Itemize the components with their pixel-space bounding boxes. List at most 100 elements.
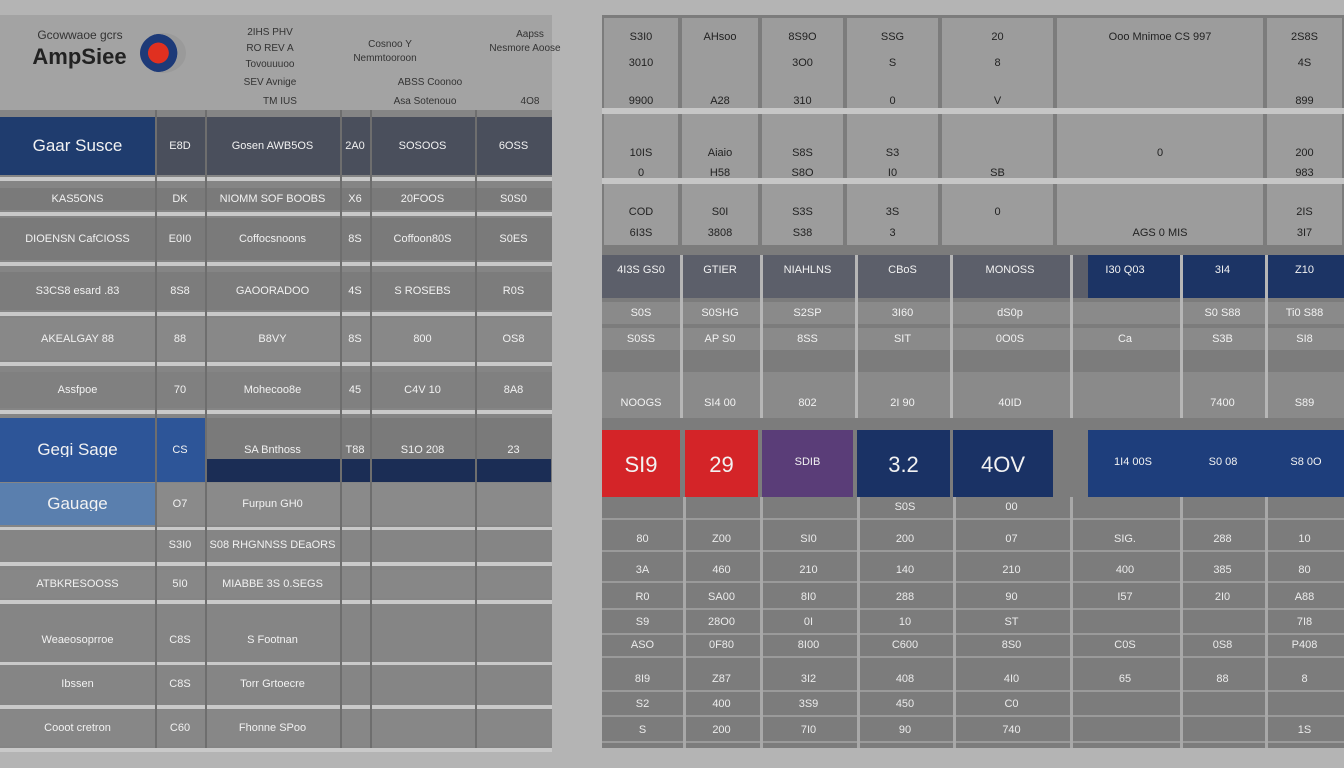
top-text: 3S (885, 206, 900, 218)
cell: Weaeosoprroe (41, 634, 114, 646)
logo: AmpSiee (32, 44, 127, 69)
header-text: Tovouuuoo (245, 59, 295, 70)
cell: 6OSS (498, 140, 529, 152)
cell: S Footnan (247, 634, 298, 646)
cell: Furpun GH0 (242, 498, 303, 510)
kpi-value: S0 08 (1208, 456, 1238, 468)
row-highlight (0, 418, 205, 482)
grid-cell: 90 (898, 724, 912, 736)
mid-cell: S0 S88 (1204, 307, 1241, 319)
grid-cell: C600 (891, 639, 919, 651)
mid-row-bg (602, 372, 1344, 418)
cell: GAOORADOO (235, 285, 310, 297)
cell: Assfpoe (57, 384, 98, 396)
row-bg (0, 530, 552, 560)
mid-cell: 2I 90 (890, 397, 915, 409)
row-divider (0, 312, 552, 316)
top-cell (942, 18, 1053, 245)
header-text: Aapss (516, 29, 544, 40)
grid-cell: S0S (894, 501, 916, 513)
mid-header: I30 Q03 (1105, 264, 1145, 276)
cell: S3I0 (168, 539, 192, 551)
top-text: 899 (1295, 95, 1314, 107)
cell: Coffocsnoons (238, 233, 307, 245)
grid-cell: 140 (895, 564, 915, 576)
mid-cell: AP S0 (704, 333, 736, 345)
mid-cell: SI4 00 (704, 397, 736, 409)
mid-header-accent (1088, 255, 1344, 298)
grid-cell: S9 (635, 616, 650, 628)
grid-cell: 200 (895, 533, 915, 545)
mid-cell: S2SP (793, 307, 822, 319)
grid-cell: 3A (635, 564, 650, 576)
kpi-value: S8 0O (1290, 456, 1322, 468)
cell: S0ES (499, 233, 528, 245)
mid-header: GTIER (703, 264, 737, 276)
row-bg (0, 272, 552, 310)
grid-cell: 450 (895, 698, 915, 710)
mid-row-bg (602, 302, 1344, 324)
mid-header: CBoS (888, 264, 917, 276)
grid-cell: SI0 (800, 533, 817, 545)
header-text: 2IHS PHV (247, 27, 293, 38)
top-cell (1267, 18, 1342, 245)
col-divider (370, 110, 372, 748)
kpi-value: 3.2 (888, 455, 919, 475)
grid-cell: SIG. (1113, 533, 1136, 545)
grid-cell: 385 (1213, 564, 1232, 576)
grid-cell: C0S (1114, 639, 1136, 651)
cell: S08 RHGNNSS DEaORS (209, 539, 336, 551)
grid-cell: 65 (1118, 673, 1132, 685)
row-bg (0, 188, 552, 210)
cell: Mohecoo8e (243, 384, 302, 396)
header-text: SEV Avnige (243, 77, 297, 88)
row-bg (0, 710, 552, 746)
cell: B8VY (258, 333, 287, 345)
top-text: S8S (792, 147, 813, 159)
cell: 8S (348, 333, 362, 345)
mid-header: 4I3S GS0 (617, 264, 665, 276)
selected-bar (205, 459, 551, 482)
cell: KAS5ONS (51, 193, 104, 205)
mid-cell: 802 (798, 397, 817, 409)
cell: C4V 10 (404, 384, 441, 396)
grid-line (602, 518, 1344, 520)
cell: 8S (348, 233, 362, 245)
cell: SOSOOS (398, 140, 447, 152)
grid-cell: ST (1004, 616, 1019, 628)
grid-cell: SA00 (708, 591, 735, 603)
cell: Gegi Sage (37, 443, 118, 457)
col-divider (1180, 255, 1183, 418)
row-divider (0, 600, 552, 604)
col-divider (155, 110, 157, 748)
cell: Gaar Susce (32, 139, 123, 153)
top-text: Ooo Mnimoe CS 997 (1108, 31, 1212, 43)
top-text: 3010 (628, 57, 654, 69)
grid-line (602, 581, 1344, 583)
row-bg (0, 665, 552, 703)
cell: O7 (172, 498, 188, 510)
grid-cell: 3I2 (800, 673, 817, 685)
cell: DK (172, 193, 188, 205)
row-divider (0, 527, 552, 531)
cell: Coffoon80S (393, 233, 452, 245)
cell: Torr Grtoecre (240, 678, 305, 690)
cell: NIOMM SOF BOOBS (219, 193, 326, 205)
grid-cell: 8S0 (1001, 639, 1022, 651)
cell: DIOENSN CafCIOSS (25, 233, 130, 245)
logo-caption: Gcowwaoe gcrs (37, 28, 123, 42)
top-text: AGS 0 MIS (1132, 227, 1188, 239)
col-divider (1180, 497, 1183, 748)
kpi-tile (1268, 430, 1344, 497)
cell: S ROSEBS (394, 285, 451, 297)
kpi-tile (953, 430, 1053, 497)
top-text: S38 (792, 227, 813, 239)
grid-cell: 408 (895, 673, 915, 685)
cell: 8S8 (170, 285, 190, 297)
top-cell (762, 18, 843, 245)
top-text: 2IS (1296, 206, 1313, 218)
top-text: 3 (889, 227, 896, 239)
top-text: 310 (793, 95, 812, 107)
col-divider (1265, 255, 1268, 418)
cell: R0S (502, 285, 525, 297)
